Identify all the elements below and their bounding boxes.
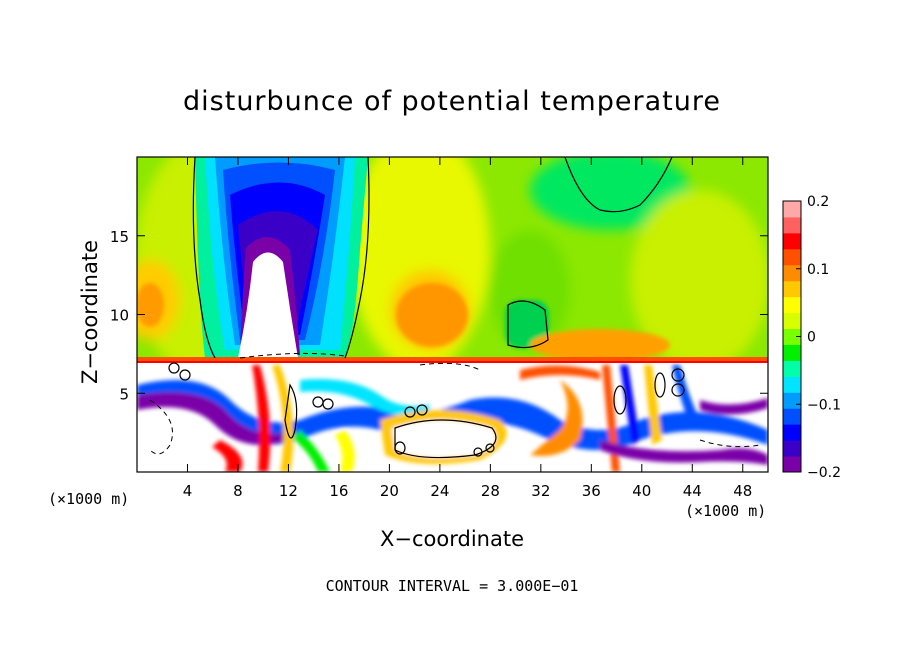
colorbar-swatch	[783, 376, 801, 393]
colorbar-tick-label: −0.2	[807, 465, 841, 481]
colorbar-swatch	[783, 280, 801, 298]
x-tick-label: 36	[582, 482, 601, 500]
y-axis-unit: (×1000 m)	[48, 490, 130, 508]
x-tick-label: 20	[380, 482, 399, 500]
colorbar-swatch	[783, 216, 801, 234]
x-tick-label: 48	[733, 482, 752, 500]
contour-interval-note: CONTOUR INTERVAL = 3.000E−01	[325, 577, 579, 595]
heatmap-field	[137, 157, 768, 472]
colorbar-swatch	[783, 440, 801, 457]
colorbar-swatch	[783, 312, 801, 330]
x-tick-label: 40	[632, 482, 651, 500]
colorbar-swatch	[783, 232, 801, 250]
x-tick-label: 8	[233, 482, 243, 500]
colorbar-swatch	[783, 248, 801, 266]
x-tick-label: 24	[430, 482, 449, 500]
colorbar-swatch	[783, 296, 801, 314]
x-axis-label: X−coordinate	[380, 527, 524, 551]
colorbar-swatch	[783, 360, 801, 377]
colorbar-swatch	[783, 424, 801, 441]
x-tick-label: 4	[183, 482, 193, 500]
y-tick-label: 10	[110, 307, 129, 325]
colorbar-swatch	[783, 456, 801, 473]
x-axis-unit: (×1000 m)	[685, 502, 767, 520]
colorbar-tick-label: −0.1	[807, 397, 841, 413]
x-tick-label: 44	[683, 482, 702, 500]
chart-title: disturbunce of potential temperature	[183, 86, 721, 117]
colorbar-swatch	[783, 264, 801, 282]
colorbar-tick-label: 0	[807, 330, 816, 346]
colorbar-swatch	[783, 328, 801, 345]
y-tick-label: 15	[110, 228, 129, 246]
colorbar-tick-label: 0.1	[807, 262, 829, 278]
colorbar-swatch	[783, 392, 801, 409]
x-tick-label: 28	[481, 482, 500, 500]
y-axis: 5 10 15	[110, 228, 768, 403]
colorbar-swatch	[783, 201, 801, 218]
x-tick-label: 32	[531, 482, 550, 500]
x-tick-label: 16	[329, 482, 348, 500]
colorbar: 0.2 0.1 0 −0.1 −0.2	[782, 194, 841, 481]
y-axis-label: Z−coordinate	[78, 240, 102, 384]
x-tick-label: 12	[279, 482, 298, 500]
y-tick-label: 5	[119, 385, 129, 403]
colorbar-tick-label: 0.2	[807, 194, 829, 210]
colorbar-swatch	[783, 344, 801, 361]
colorbar-swatch	[783, 408, 801, 425]
x-axis: 4 8 12 16 20 24 28 32 36 40 44 48	[183, 157, 752, 500]
